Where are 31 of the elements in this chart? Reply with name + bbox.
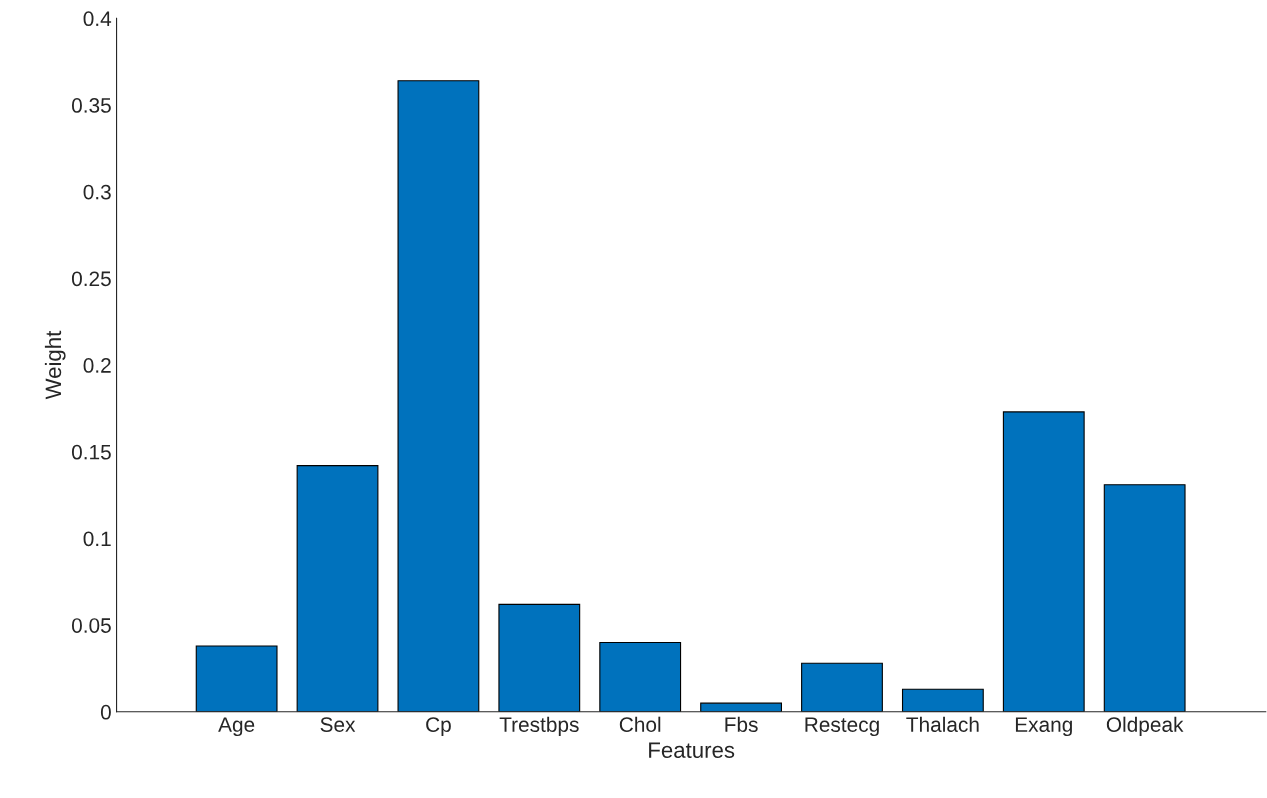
y-tick-label: 0 xyxy=(100,704,111,720)
bar xyxy=(195,645,278,712)
y-tick-label: 0.3 xyxy=(83,184,111,200)
y-tick-label: 0.15 xyxy=(71,444,111,460)
bar xyxy=(498,603,581,712)
x-tick-label: Cp xyxy=(426,717,451,737)
bar xyxy=(296,465,379,712)
x-tick-label: Sex xyxy=(320,717,356,732)
bar xyxy=(599,641,682,712)
bar xyxy=(1002,411,1085,712)
bar xyxy=(397,80,480,712)
bar xyxy=(700,702,783,712)
y-axis-title: Weight xyxy=(44,330,66,400)
x-tick-label: Exang xyxy=(1015,717,1072,737)
y-tick-label: 0.1 xyxy=(83,531,111,547)
y-tick-label: 0.35 xyxy=(71,98,111,113)
y-tick-label: 0.2 xyxy=(83,358,111,373)
x-tick-label: Oldpeak xyxy=(1106,716,1184,737)
x-tick-label: Fbs xyxy=(725,716,758,732)
bar xyxy=(901,688,984,712)
x-tick-label: Restecg xyxy=(805,717,879,737)
y-tick-label: 0.4 xyxy=(83,11,112,27)
x-tick-label: Age xyxy=(218,717,255,737)
x-axis-title: Features xyxy=(649,742,735,758)
x-tick-label: Chol xyxy=(619,716,661,732)
y-tick-label: 0.05 xyxy=(71,618,111,633)
y-tick-label: 0.25 xyxy=(71,271,111,287)
bar xyxy=(1103,484,1186,712)
x-tick-label: Thalach xyxy=(906,716,979,732)
bar xyxy=(801,662,883,712)
x-tick-label: Trestbps xyxy=(499,716,579,737)
